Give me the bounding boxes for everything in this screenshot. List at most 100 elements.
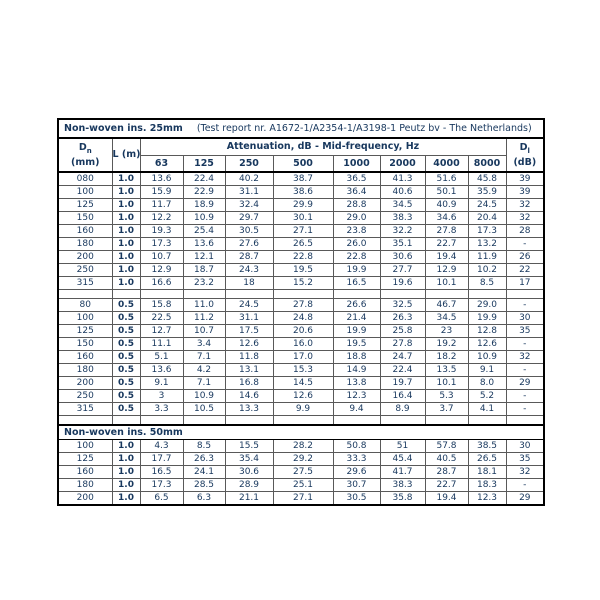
attenuation-cell: 10.9: [467, 350, 507, 364]
d-rating-cell: 35: [505, 452, 545, 466]
length-cell: 0.5: [111, 298, 141, 312]
col-header-length: L (m): [111, 137, 141, 173]
d-rating-cell: 17: [505, 276, 545, 290]
attenuation-cell: 29.7: [224, 211, 274, 225]
attenuation-cell: 40.5: [424, 452, 469, 466]
attenuation-cell: 15.8: [139, 298, 184, 312]
attenuation-cell: 8.5: [182, 439, 226, 453]
table-row: 80 0.5 15.8 11.0 24.5 27.8 26.6 32.5 46.7 29.0-: [57, 298, 545, 312]
attenuation-cell: 21.1: [224, 491, 274, 506]
d-rating-cell: -: [505, 478, 545, 492]
length-cell: 1.0: [111, 465, 141, 479]
attenuation-cell: 22.5: [139, 311, 184, 325]
attenuation-cell: 12.6: [272, 389, 334, 403]
attenuation-cell: 19.5: [272, 263, 334, 277]
spacer-cell: [224, 289, 274, 299]
attenuation-cell: 38.3: [379, 211, 426, 225]
attenuation-cell: 4.3: [139, 439, 184, 453]
spacer-row: [57, 415, 545, 426]
attenuation-cell: 38.5: [467, 439, 507, 453]
dn-cell: 315: [57, 276, 113, 290]
freq-header-125: 125: [182, 155, 226, 173]
attenuation-cell: 19.9: [332, 324, 381, 338]
dn-cell: 150: [57, 211, 113, 225]
attenuation-cell: 20.6: [272, 324, 334, 338]
dn-cell: 180: [57, 237, 113, 251]
attenuation-cell: 23.2: [182, 276, 226, 290]
spacer-cell: [379, 289, 426, 299]
d-rating-cell: 29: [505, 376, 545, 390]
d-rating-cell: -: [505, 298, 545, 312]
attenuation-cell: 6.5: [139, 491, 184, 506]
attenuation-cell: 29.6: [332, 465, 381, 479]
dn-symbol: D: [78, 142, 87, 153]
attenuation-cell: 12.6: [467, 337, 507, 351]
d-rating-cell: 30: [505, 439, 545, 453]
spacer-row: [57, 289, 545, 299]
attenuation-cell: 13.6: [139, 171, 184, 186]
dn-cell: 250: [57, 263, 113, 277]
attenuation-cell: 5.2: [467, 389, 507, 403]
attenuation-cell: 27.8: [424, 224, 469, 238]
d-rating-cell: -: [505, 402, 545, 416]
col-header-dn: Dn (mm): [57, 137, 113, 173]
attenuation-cell: 34.6: [424, 211, 469, 225]
table-row: 250 1.0 12.9 18.7 24.3 19.5 19.9 27.7 12.9 10.2 22: [57, 263, 545, 277]
freq-header-2000: 2000: [379, 155, 426, 173]
table-title-report: (Test report nr. A1672-1/A2354-1/A3198-1…: [196, 123, 532, 134]
length-cell: 0.5: [111, 376, 141, 390]
attenuation-cell: 18: [224, 276, 274, 290]
attenuation-cell: 27.7: [379, 263, 426, 277]
attenuation-cell: 13.6: [139, 363, 184, 377]
attenuation-cell: 35.8: [379, 491, 426, 506]
length-cell: 1.0: [111, 211, 141, 225]
d-rating-cell: 32: [505, 350, 545, 364]
attenuation-cell: 22.9: [182, 185, 226, 199]
spacer-cell: [139, 415, 184, 426]
attenuation-cell: 32.5: [379, 298, 426, 312]
attenuation-cell: 15.9: [139, 185, 184, 199]
attenuation-cell: 41.7: [379, 465, 426, 479]
table-row: 200 1.0 6.5 6.3 21.1 27.1 30.5 35.8 19.4 12.3 29: [57, 491, 545, 506]
spacer-cell: [57, 415, 113, 426]
table-row: 100 1.0 4.3 8.5 15.5 28.2 50.8 51 57.8 38.5 30: [57, 439, 545, 453]
attenuation-cell: 57.8: [424, 439, 469, 453]
attenuation-cell: 10.2: [467, 263, 507, 277]
attenuation-cell: 12.2: [139, 211, 184, 225]
spacer-cell: [111, 289, 141, 299]
attenuation-cell: 16.4: [379, 389, 426, 403]
d-symbol: D: [519, 142, 528, 153]
attenuation-cell: 41.3: [379, 171, 426, 186]
d-rating-cell: -: [505, 363, 545, 377]
attenuation-cell: 3.7: [424, 402, 469, 416]
attenuation-cell: 10.7: [182, 324, 226, 338]
length-cell: 0.5: [111, 337, 141, 351]
spacer-cell: [467, 415, 507, 426]
spacer-cell: [424, 289, 469, 299]
attenuation-cell: 27.8: [379, 337, 426, 351]
attenuation-cell: 16.0: [272, 337, 334, 351]
attenuation-cell: 22.4: [182, 171, 226, 186]
length-cell: 1.0: [111, 276, 141, 290]
attenuation-cell: 19.3: [139, 224, 184, 238]
attenuation-cell: 4.2: [182, 363, 226, 377]
table-row: 160 0.5 5.1 7.1 11.8 17.0 18.8 24.7 18.2 10.9 32: [57, 350, 545, 364]
attenuation-cell: 11.9: [467, 250, 507, 264]
attenuation-cell: 27.6: [224, 237, 274, 251]
attenuation-cell: 21.4: [332, 311, 381, 325]
spacer-cell: [224, 415, 274, 426]
attenuation-cell: 17.3: [467, 224, 507, 238]
length-cell: 1.0: [111, 263, 141, 277]
attenuation-cell: 51.6: [424, 171, 469, 186]
attenuation-cell: 22.7: [424, 237, 469, 251]
attenuation-cell: 13.8: [332, 376, 381, 390]
attenuation-cell: 24.1: [182, 465, 226, 479]
attenuation-cell: 18.2: [424, 350, 469, 364]
attenuation-cell: 19.6: [379, 276, 426, 290]
d-rating-cell: 32: [505, 198, 545, 212]
attenuation-cell: 40.2: [224, 171, 274, 186]
attenuation-cell: 14.9: [332, 363, 381, 377]
spacer-cell: [139, 289, 184, 299]
table-row: 080 1.0 13.6 22.4 40.2 38.7 36.5 41.3 51.6 45.8 39: [57, 171, 545, 186]
